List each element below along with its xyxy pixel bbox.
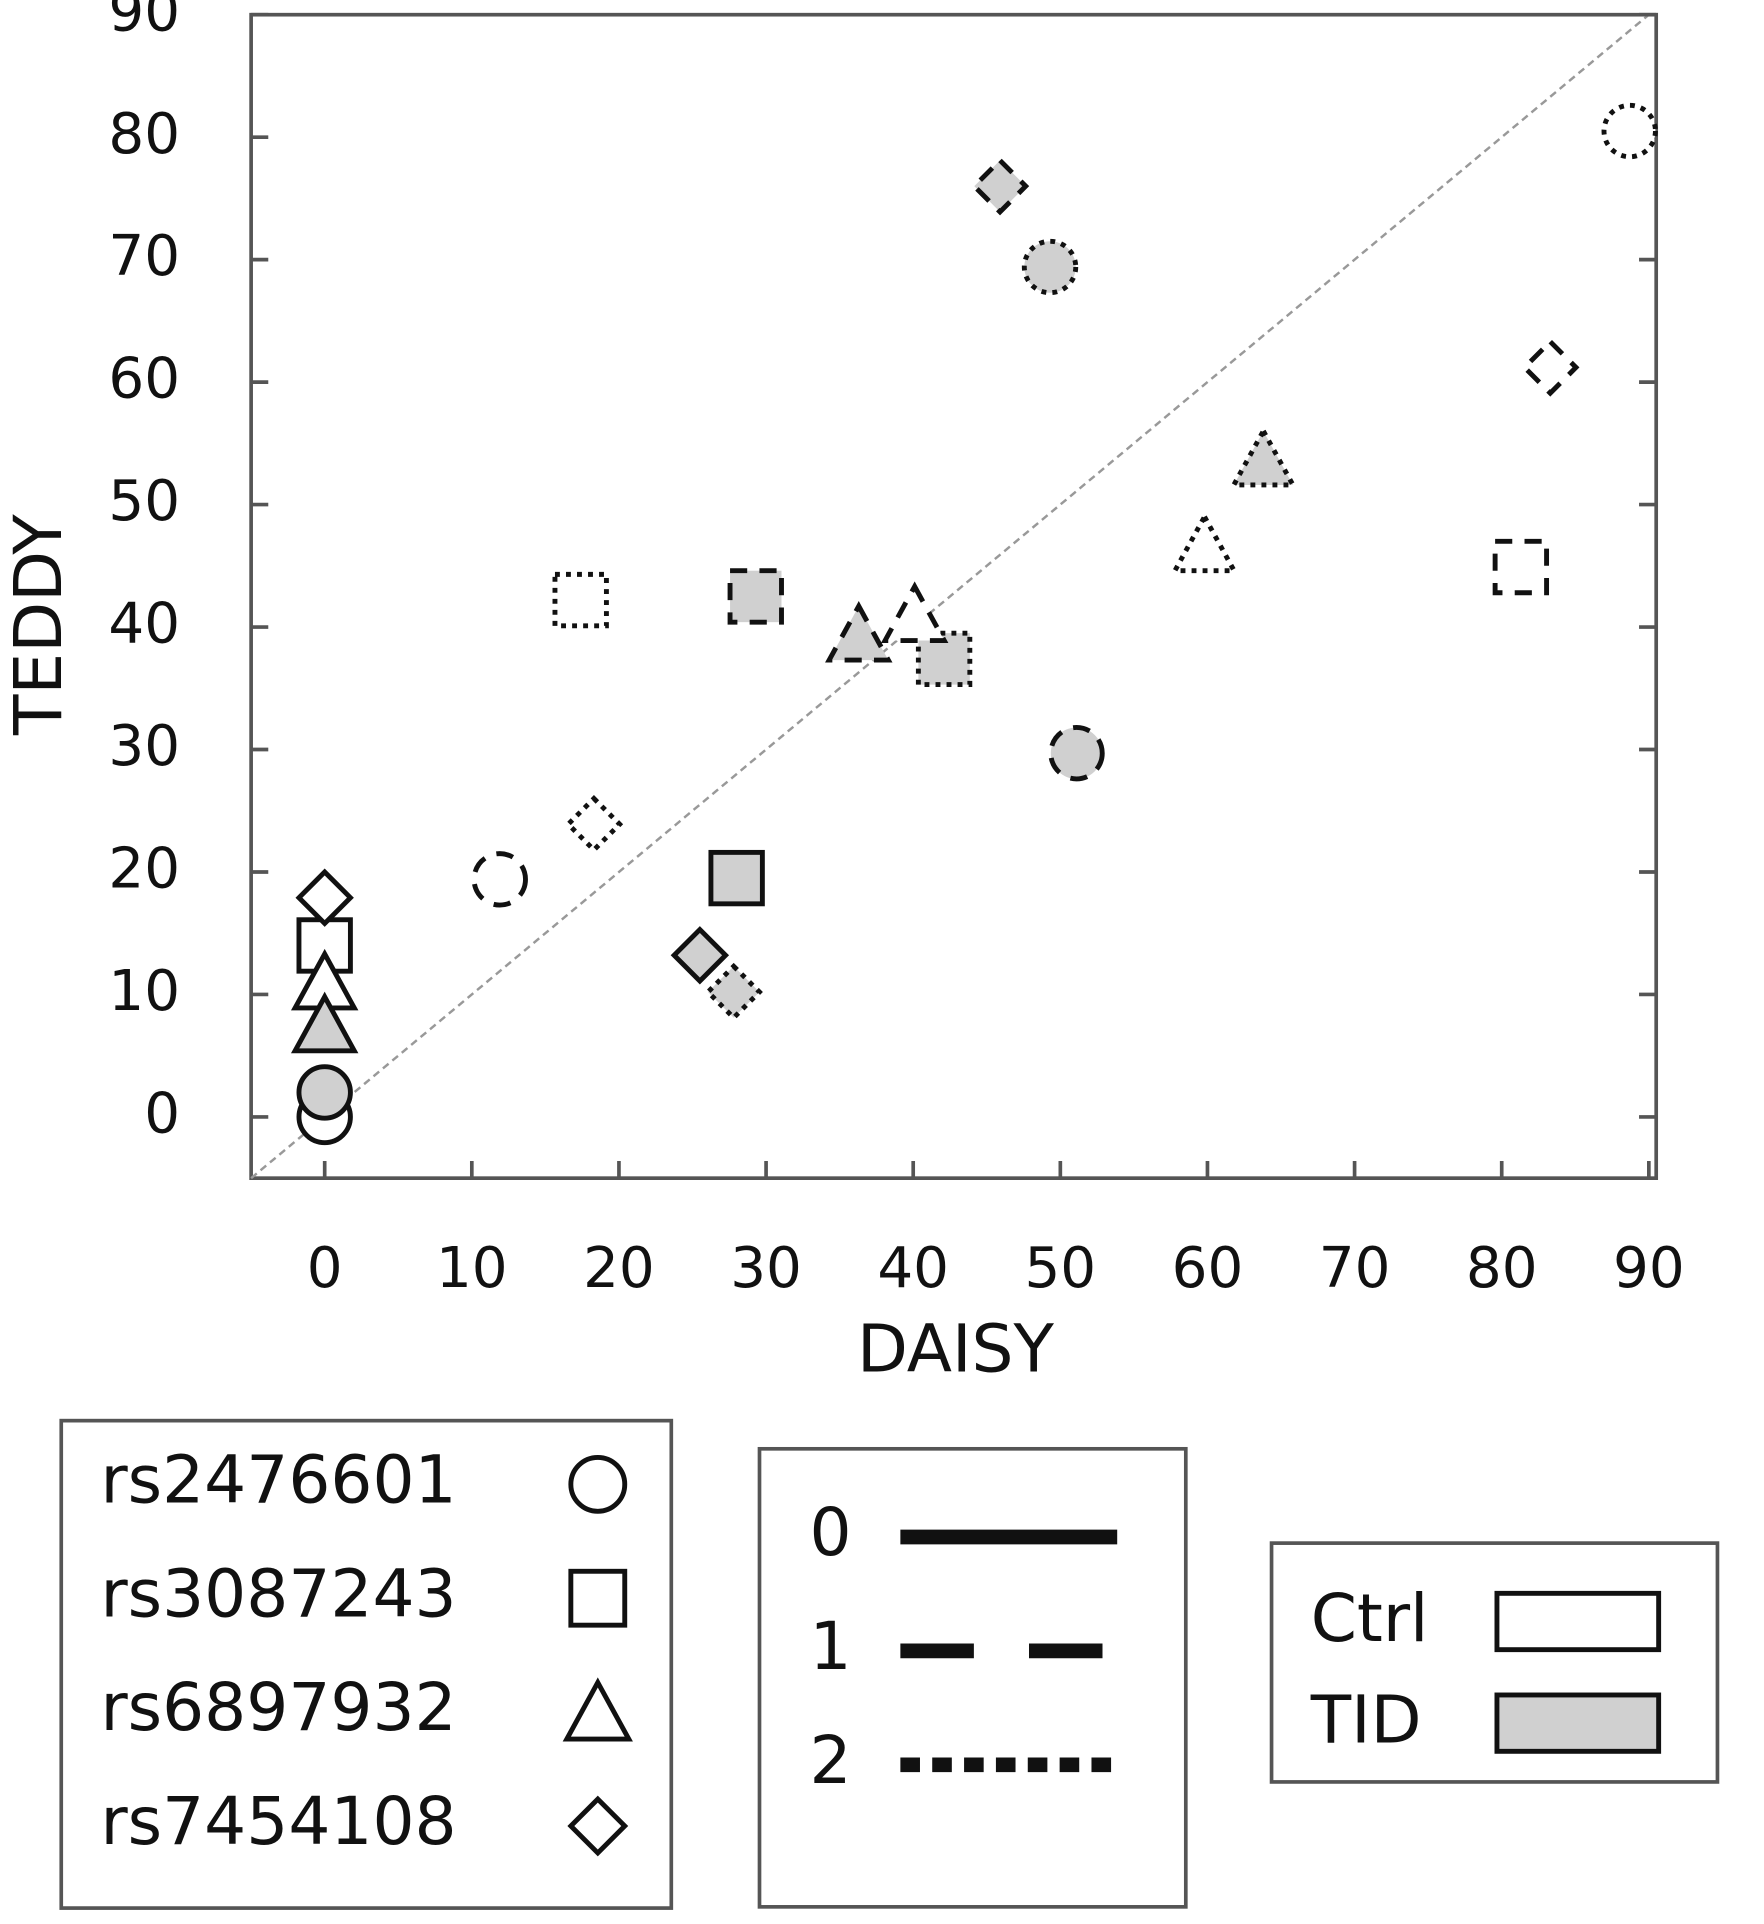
plot-frame <box>249 12 1659 1180</box>
y-tick-label: 0 <box>144 1082 180 1147</box>
point <box>552 571 609 629</box>
point <box>880 581 949 643</box>
point <box>1170 511 1239 574</box>
point <box>1601 102 1658 160</box>
point <box>1048 725 1105 782</box>
point <box>1021 238 1079 296</box>
legend-swatch <box>1494 1692 1662 1754</box>
legend-label: rs3087243 <box>100 1555 456 1632</box>
legend-label: rs7454108 <box>100 1783 456 1860</box>
legend-label: TID <box>1310 1681 1422 1758</box>
x-tick-label: 50 <box>1024 1236 1096 1301</box>
y-tick-label: 80 <box>108 102 180 167</box>
legend-swatch <box>1494 1590 1662 1653</box>
y-tick-label: 10 <box>108 959 180 1024</box>
point <box>970 156 1030 216</box>
point <box>1229 425 1298 488</box>
y-tick-label: 60 <box>108 347 180 412</box>
point <box>1492 538 1550 596</box>
x-axis-title: DAISY <box>857 1310 1054 1387</box>
legend-label: 1 <box>810 1608 852 1685</box>
x-tick-label: 60 <box>1172 1236 1244 1301</box>
x-tick-label: 80 <box>1466 1236 1538 1301</box>
y-axis-title: TEDDY <box>0 514 77 736</box>
point <box>564 795 624 854</box>
legend-label: 2 <box>810 1722 852 1799</box>
y-tick-label: 30 <box>108 714 180 779</box>
point <box>825 601 893 663</box>
x-tick-label: 70 <box>1319 1236 1391 1301</box>
x-tick-label: 90 <box>1613 1236 1685 1301</box>
point <box>704 962 763 1022</box>
x-tick-label: 40 <box>877 1236 949 1301</box>
legend-marker <box>568 1568 628 1628</box>
legend-marker <box>562 1677 633 1742</box>
legend-marker <box>568 1454 628 1514</box>
legend-box <box>757 1446 1188 1909</box>
point <box>295 868 354 927</box>
y-tick-label: 40 <box>108 592 180 657</box>
y-tick-label: 70 <box>108 224 180 289</box>
y-tick-label: 50 <box>108 469 180 534</box>
y-tick-label: 20 <box>108 837 180 902</box>
point <box>1521 338 1580 397</box>
x-tick-label: 30 <box>730 1236 802 1301</box>
point <box>471 851 528 908</box>
legend-label: rs6897932 <box>100 1669 456 1746</box>
point <box>915 630 973 688</box>
y-tick-label: 90 <box>108 0 180 44</box>
point <box>290 991 359 1054</box>
x-tick-label: 20 <box>583 1236 655 1301</box>
legend-box <box>1269 1541 1720 1784</box>
point <box>727 568 784 625</box>
identity-line <box>250 13 1650 1180</box>
legend-label: Ctrl <box>1311 1580 1429 1657</box>
x-tick-label: 10 <box>436 1236 508 1301</box>
x-tick-label: 0 <box>307 1236 343 1301</box>
legend-label: rs2476601 <box>100 1441 456 1518</box>
legend-marker <box>567 1795 629 1857</box>
legend-label: 0 <box>810 1494 852 1571</box>
point <box>670 926 730 985</box>
point <box>296 1064 353 1121</box>
legend-box <box>59 1418 674 1910</box>
point <box>708 849 765 907</box>
